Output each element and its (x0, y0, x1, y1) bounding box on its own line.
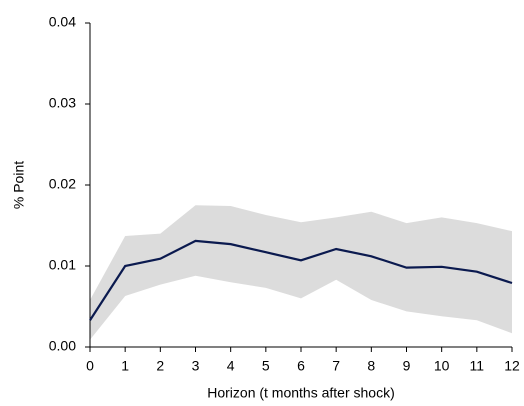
x-tick-label: 5 (262, 358, 270, 374)
x-tick-label: 12 (504, 358, 520, 374)
y-tick-label: 0.00 (49, 338, 76, 354)
x-tick-label: 7 (332, 358, 340, 374)
x-axis-label: Horizon (t months after shock) (207, 385, 395, 401)
line (89, 239, 513, 321)
x-tick-label: 1 (121, 358, 129, 374)
x-tick-label: 9 (403, 358, 411, 374)
y-tick-label: 0.01 (49, 257, 76, 273)
x-tick-label: 2 (156, 358, 164, 374)
x-tick-label: 4 (227, 358, 235, 374)
confidence-band (90, 205, 512, 340)
y-tick-label: 0.03 (49, 95, 76, 111)
x-tick-label: 8 (367, 358, 375, 374)
y-tick-label: 0.04 (49, 14, 76, 30)
y-axis-label: % Point (11, 161, 27, 209)
x-tick-label: 6 (297, 358, 305, 374)
x-tick-label: 3 (192, 358, 200, 374)
x-tick-label: 11 (470, 358, 485, 374)
x-tick-label: 10 (434, 358, 450, 374)
x-tick-label: 0 (86, 358, 94, 374)
y-tick-label: 0.02 (49, 176, 76, 192)
